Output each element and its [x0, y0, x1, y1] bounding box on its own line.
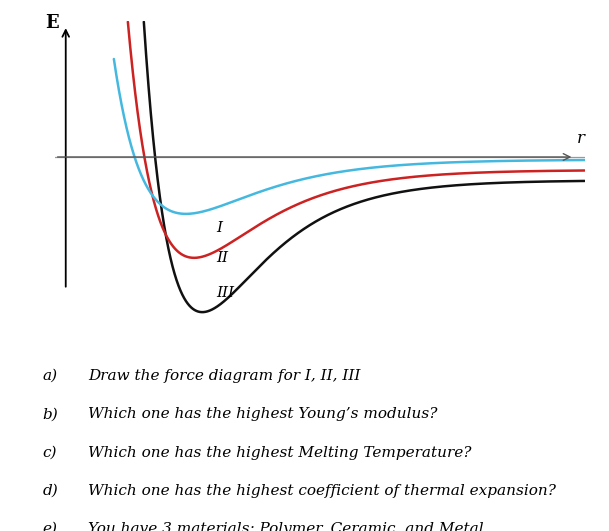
Text: e): e)	[43, 522, 58, 531]
Text: a): a)	[43, 369, 58, 383]
Text: r: r	[577, 130, 585, 147]
Text: Draw the force diagram for I, II, III: Draw the force diagram for I, II, III	[88, 369, 361, 383]
Text: b): b)	[43, 407, 58, 421]
Text: Which one has the highest Melting Temperature?: Which one has the highest Melting Temper…	[88, 446, 472, 459]
Text: I: I	[216, 221, 222, 235]
Text: Which one has the highest coefficient of thermal expansion?: Which one has the highest coefficient of…	[88, 484, 556, 498]
Text: III: III	[216, 286, 234, 299]
Text: d): d)	[43, 484, 58, 498]
Text: E: E	[45, 14, 59, 32]
Text: Which one has the highest Young’s modulus?: Which one has the highest Young’s modulu…	[88, 407, 438, 421]
Text: You have 3 materials: Polymer, Ceramic, and Metal: You have 3 materials: Polymer, Ceramic, …	[88, 522, 484, 531]
Text: II: II	[216, 251, 228, 265]
Text: c): c)	[43, 446, 57, 459]
